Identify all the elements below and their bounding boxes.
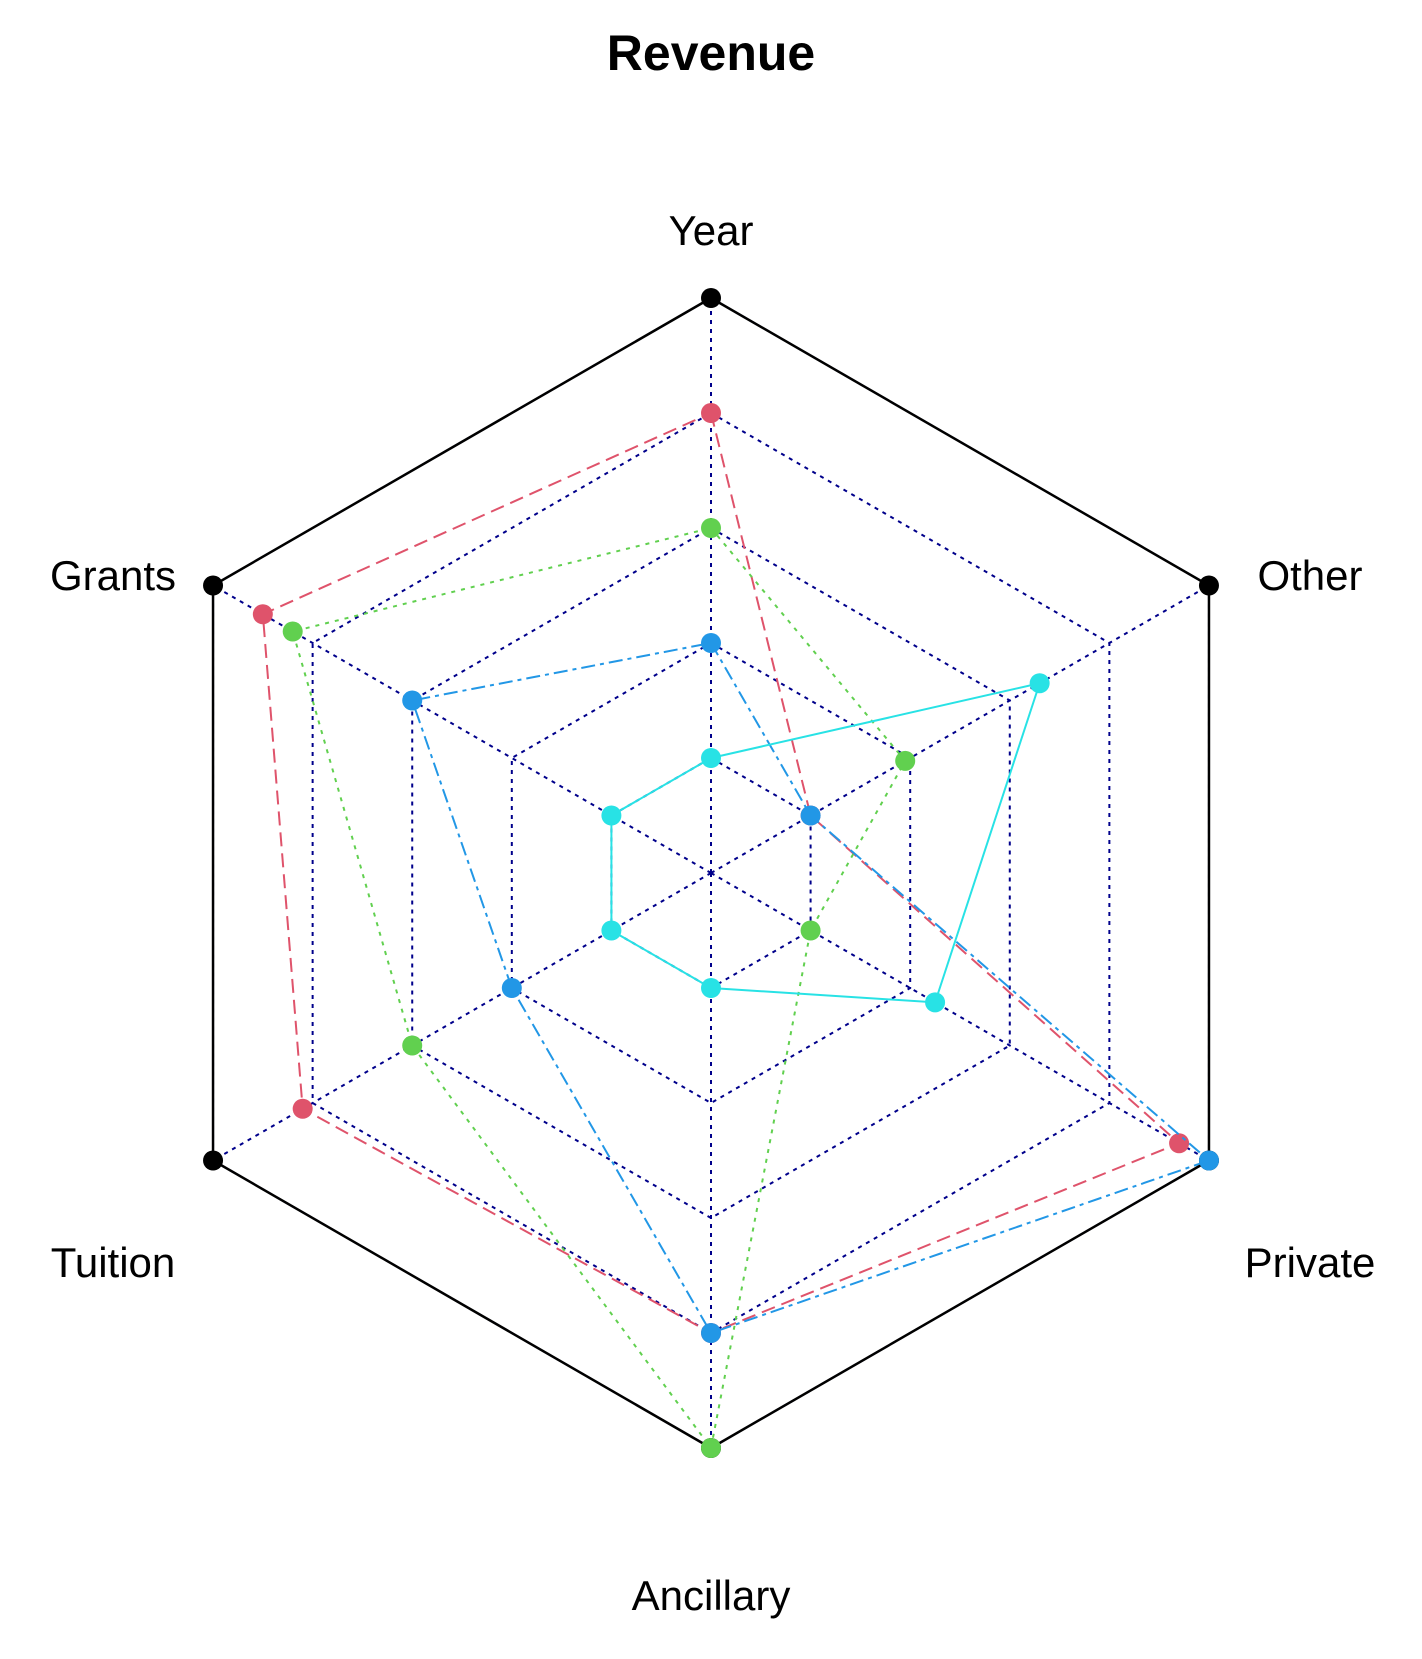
series-1-line [263,413,1179,1333]
series-1-point-0 [701,403,721,423]
grid-spoke-1 [711,586,1209,874]
series-4-point-0 [701,748,721,768]
series-1-point-2 [1169,1133,1189,1153]
series-0-point-4 [203,1151,223,1171]
series-1-point-5 [253,604,273,624]
grid-spoke-2 [711,873,1209,1161]
series-2-point-3 [701,1438,721,1458]
axis-label-ancillary: Ancillary [632,1572,791,1619]
series-1 [253,403,1189,1343]
series-0-point-5 [203,576,223,596]
series-0-point-1 [1199,576,1219,596]
series-4 [601,673,1049,1012]
series-0-point-0 [701,288,721,308]
series-4-line [611,683,1039,1002]
series-2 [283,518,915,1458]
radar-grid [213,298,1209,1448]
series-3-point-4 [502,978,522,998]
series-4-point-1 [1030,673,1050,693]
series-2-line [293,528,905,1448]
series-4-point-2 [925,992,945,1012]
series-2-point-5 [283,622,303,642]
series-4-point-4 [601,921,621,941]
series-3 [402,633,1219,1343]
series-3-point-0 [701,633,721,653]
axis-label-other: Other [1257,552,1362,599]
series-3-point-5 [402,691,422,711]
series-4-point-5 [601,806,621,826]
axis-label-year: Year [669,207,754,254]
series-2-point-2 [801,921,821,941]
series-1-point-4 [293,1099,313,1119]
chart-title: Revenue [607,25,815,81]
series-2-point-1 [895,751,915,771]
series-3-point-3 [701,1323,721,1343]
series-3-point-2 [1199,1151,1219,1171]
series-4-point-3 [701,978,721,998]
axis-label-grants: Grants [50,552,176,599]
axis-label-private: Private [1245,1239,1376,1286]
series-3-point-1 [801,806,821,826]
axis-label-tuition: Tuition [51,1239,176,1286]
series-2-point-0 [701,518,721,538]
series-2-point-4 [402,1036,422,1056]
